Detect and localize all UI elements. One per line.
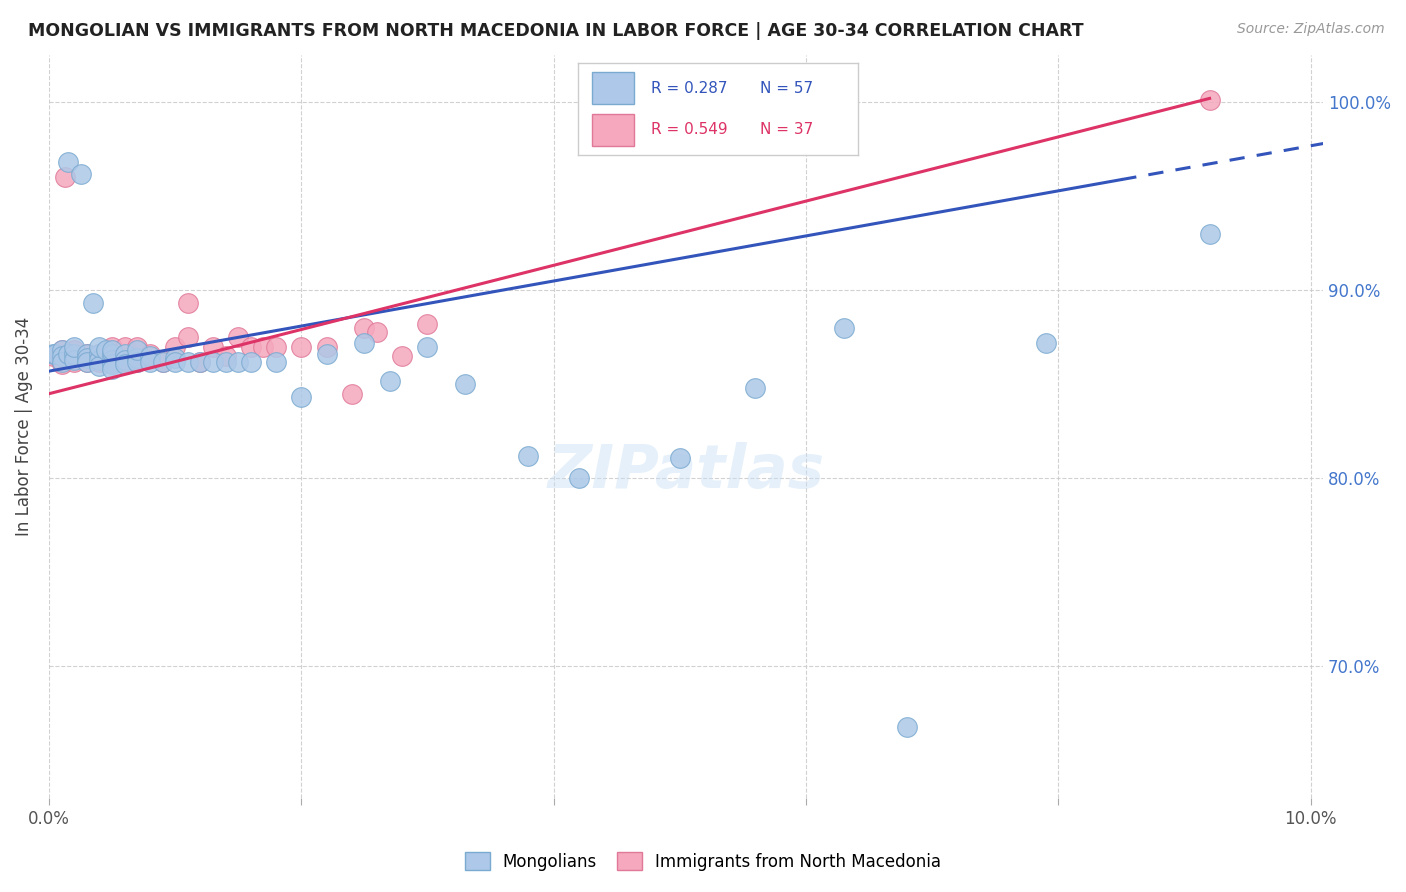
- Point: [391, 349, 413, 363]
- Point: [340, 386, 363, 401]
- Point: [56, 347, 79, 361]
- Point: [82, 296, 104, 310]
- Point: [127, 340, 149, 354]
- Point: [76, 355, 98, 369]
- Point: [1035, 335, 1057, 350]
- Point: [214, 355, 236, 369]
- Y-axis label: In Labor Force | Age 30-34: In Labor Force | Age 30-34: [15, 317, 32, 536]
- Point: [76, 347, 98, 361]
- Point: [51, 343, 73, 358]
- Point: [89, 347, 111, 361]
- Point: [353, 321, 375, 335]
- Point: [76, 347, 98, 361]
- Text: Source: ZipAtlas.com: Source: ZipAtlas.com: [1237, 22, 1385, 37]
- Point: [165, 351, 187, 365]
- Point: [378, 374, 401, 388]
- Point: [214, 349, 236, 363]
- Point: [76, 355, 98, 369]
- Point: [114, 352, 136, 367]
- Point: [127, 355, 149, 369]
- Point: [239, 340, 262, 354]
- Point: [89, 340, 111, 354]
- Point: [264, 340, 287, 354]
- Point: [239, 355, 262, 369]
- Point: [114, 347, 136, 361]
- Point: [152, 355, 174, 369]
- Point: [139, 347, 162, 361]
- Point: [89, 359, 111, 373]
- Point: [42, 347, 65, 361]
- Point: [51, 349, 73, 363]
- Point: [416, 317, 439, 331]
- Point: [127, 351, 149, 365]
- Point: [63, 352, 86, 367]
- Point: [290, 391, 312, 405]
- Point: [89, 347, 111, 361]
- Point: [152, 355, 174, 369]
- Point: [51, 355, 73, 369]
- Point: [89, 352, 111, 367]
- Point: [114, 357, 136, 371]
- Point: [454, 377, 477, 392]
- Point: [165, 355, 187, 369]
- Point: [101, 355, 124, 369]
- Point: [56, 155, 79, 169]
- Point: [56, 351, 79, 365]
- Point: [190, 355, 212, 369]
- Point: [89, 355, 111, 369]
- Point: [568, 471, 591, 485]
- Point: [744, 381, 766, 395]
- Point: [63, 355, 86, 369]
- Legend: Mongolians, Immigrants from North Macedonia: Mongolians, Immigrants from North Macedo…: [456, 844, 950, 880]
- Point: [44, 347, 66, 361]
- Point: [177, 296, 200, 310]
- Point: [226, 355, 249, 369]
- Point: [127, 343, 149, 358]
- Point: [69, 167, 91, 181]
- Point: [517, 449, 540, 463]
- Point: [63, 347, 86, 361]
- Point: [51, 343, 73, 358]
- Point: [51, 357, 73, 371]
- Point: [101, 340, 124, 354]
- Point: [201, 355, 224, 369]
- Text: MONGOLIAN VS IMMIGRANTS FROM NORTH MACEDONIA IN LABOR FORCE | AGE 30-34 CORRELAT: MONGOLIAN VS IMMIGRANTS FROM NORTH MACED…: [28, 22, 1084, 40]
- Point: [165, 340, 187, 354]
- Point: [353, 335, 375, 350]
- Point: [101, 343, 124, 358]
- Point: [252, 340, 274, 354]
- Point: [101, 362, 124, 376]
- Point: [832, 321, 855, 335]
- Point: [366, 325, 388, 339]
- Text: ZIPatlas: ZIPatlas: [547, 442, 824, 500]
- Point: [201, 340, 224, 354]
- Point: [127, 355, 149, 369]
- Point: [42, 349, 65, 363]
- Point: [114, 340, 136, 354]
- Point: [101, 352, 124, 367]
- Point: [139, 349, 162, 363]
- Point: [264, 355, 287, 369]
- Point: [94, 343, 117, 358]
- Point: [1198, 227, 1220, 241]
- Point: [177, 355, 200, 369]
- Point: [114, 355, 136, 369]
- Point: [315, 347, 337, 361]
- Point: [63, 340, 86, 354]
- Point: [76, 351, 98, 365]
- Point: [416, 340, 439, 354]
- Point: [896, 720, 918, 734]
- Point: [1198, 93, 1220, 107]
- Point: [101, 357, 124, 371]
- Point: [177, 330, 200, 344]
- Point: [226, 330, 249, 344]
- Point: [139, 355, 162, 369]
- Point: [101, 347, 124, 361]
- Point: [63, 343, 86, 358]
- Point: [315, 340, 337, 354]
- Point: [290, 340, 312, 354]
- Point: [190, 355, 212, 369]
- Point: [668, 450, 690, 465]
- Point: [53, 170, 76, 185]
